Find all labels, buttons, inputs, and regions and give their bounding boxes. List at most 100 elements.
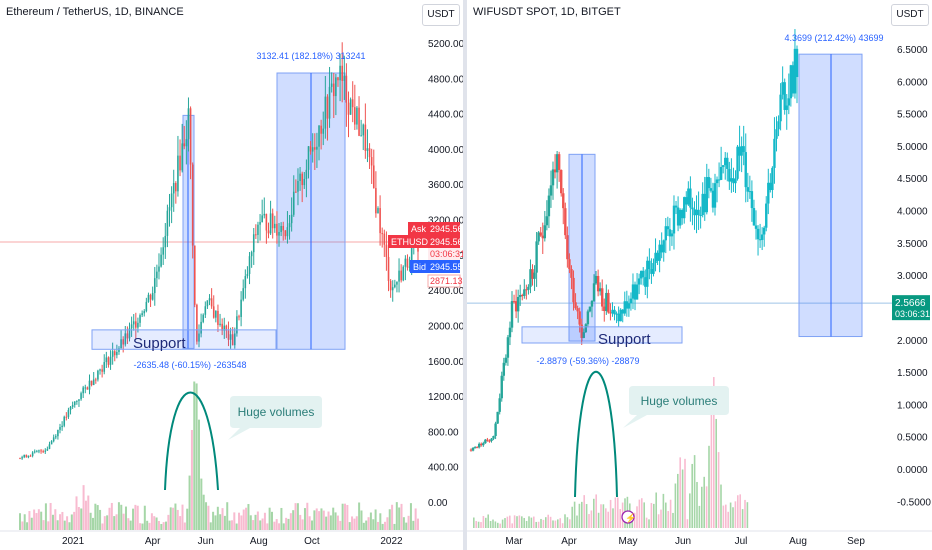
eth-candle <box>54 436 57 438</box>
wif-candle <box>779 94 782 122</box>
wif-y-tick: 3.0000 <box>897 271 928 282</box>
eth-candle <box>160 254 162 267</box>
wif-candle <box>541 235 544 239</box>
wif-candle <box>711 190 715 208</box>
eth-bid-tag-label: Bid <box>413 262 426 272</box>
wif-candle <box>765 203 768 228</box>
wif-volume-bar <box>485 517 487 528</box>
wif-chart-title: WIFUSDT SPOT, 1D, BITGET <box>473 6 621 18</box>
eth-candle <box>46 448 49 451</box>
wif-candle <box>613 309 616 315</box>
wif-volume-bar <box>679 457 681 528</box>
eth-candle <box>255 234 257 236</box>
eth-volume-bar <box>207 505 210 530</box>
wif-price-tag-value: 2.5666 <box>895 298 926 309</box>
eth-volume-bar <box>296 503 299 530</box>
wif-candle <box>672 205 676 234</box>
wif-candle <box>633 284 637 300</box>
eth-volume-bar <box>87 495 90 530</box>
eth-candle <box>170 193 173 208</box>
eth-symbol-tag-value-bg <box>428 235 460 248</box>
eth-volume-bar <box>273 521 276 530</box>
eth-volume-bar <box>395 502 398 530</box>
wif-y-tick: 4.0000 <box>897 207 928 218</box>
wif-volume-bar <box>571 506 573 528</box>
wif-volume-bar <box>509 515 511 528</box>
eth-chart-title: Ethereum / TetherUS, 1D, BINANCE <box>6 6 184 18</box>
eth-volume-bar <box>252 520 255 530</box>
wif-volume-bar <box>672 512 674 528</box>
eth-candle <box>27 455 30 458</box>
eth-volume-bar <box>174 503 177 530</box>
wif-volume-bar <box>576 515 578 528</box>
wif-volume-bar <box>727 511 729 528</box>
wif-x-tick: Aug <box>789 536 807 547</box>
eth-y-tick: 0.00 <box>428 498 448 509</box>
wif-volume-bar <box>533 516 535 528</box>
wif-candle <box>664 226 667 241</box>
wif-x-tick: Sep <box>847 536 865 547</box>
eth-x-tick: Aug <box>250 536 268 547</box>
eth-candle <box>50 441 53 445</box>
wif-candle <box>762 227 766 235</box>
wif-candle <box>560 169 563 194</box>
wif-volume-bar <box>631 518 633 528</box>
eth-y-tick: 4000.00 <box>428 145 465 156</box>
eth-candle <box>206 300 209 307</box>
wif-volume-bar <box>633 512 636 528</box>
wif-volume-bar <box>665 502 667 528</box>
eth-volume-bar <box>308 516 311 530</box>
eth-candle <box>69 406 72 410</box>
eth-x-tick: 2022 <box>380 536 403 547</box>
eth-volume-bar <box>353 518 356 530</box>
wif-x-tick: Jul <box>735 536 748 547</box>
eth-candle <box>404 258 407 267</box>
eth-currency-button[interactable]: USDT <box>422 4 460 26</box>
eth-volume-bar <box>405 522 408 530</box>
panel-divider[interactable] <box>463 0 467 550</box>
wif-candle <box>482 443 485 446</box>
eth-candle <box>332 83 335 97</box>
eth-candle <box>394 284 396 288</box>
eth-measure-down-label: -2635.48 (-60.15%) -263548 <box>133 360 246 370</box>
wif-candle <box>783 82 786 110</box>
wif-candle <box>717 179 721 181</box>
eth-candle <box>314 147 316 150</box>
eth-candle <box>137 322 139 328</box>
wif-y-tick: 3.5000 <box>897 239 928 250</box>
eth-ask-tag-value: 2945.56 <box>430 224 463 234</box>
eth-volume-bar <box>134 504 137 530</box>
wif-volume-bar <box>530 517 533 528</box>
eth-candle <box>109 356 112 365</box>
wif-volume-bar <box>595 494 597 528</box>
wif-volume-bar <box>696 481 698 528</box>
eth-candle <box>320 125 322 134</box>
wif-volume-bar <box>660 509 662 528</box>
wif-candle <box>525 289 528 291</box>
eth-volume-bar <box>329 515 332 530</box>
wif-volume-bar <box>655 492 657 528</box>
wif-candle <box>471 447 475 451</box>
wif-volume-bar <box>492 519 494 528</box>
wif-measure-up-label: 4.3699 (212.42%) 43699 <box>784 33 883 43</box>
eth-volume-bar <box>263 512 266 530</box>
wif-candle <box>590 300 594 307</box>
eth-candle <box>168 207 171 211</box>
eth-volume-bar <box>400 503 403 530</box>
wif-candle <box>621 309 624 314</box>
eth-y-tick: 800.00 <box>428 427 459 438</box>
eth-candle <box>326 96 329 119</box>
eth-volume-bar <box>165 521 168 530</box>
eth-chart-canvas: Support 3132.41 (182.18%) 313241 -2635.48 … <box>0 39 465 547</box>
wif-price-tag-bg <box>892 295 930 321</box>
eth-candle <box>236 316 238 334</box>
eth-volume-bar <box>384 521 387 530</box>
eth-candle <box>21 457 23 459</box>
wif-candle <box>773 138 776 168</box>
eth-x-tick: Apr <box>145 536 161 547</box>
eth-volume-bar <box>235 523 238 530</box>
eth-candle <box>193 245 196 305</box>
wif-volume-bar <box>741 509 744 528</box>
wif-currency-button[interactable]: USDT <box>891 4 929 26</box>
eth-candle <box>177 155 179 192</box>
